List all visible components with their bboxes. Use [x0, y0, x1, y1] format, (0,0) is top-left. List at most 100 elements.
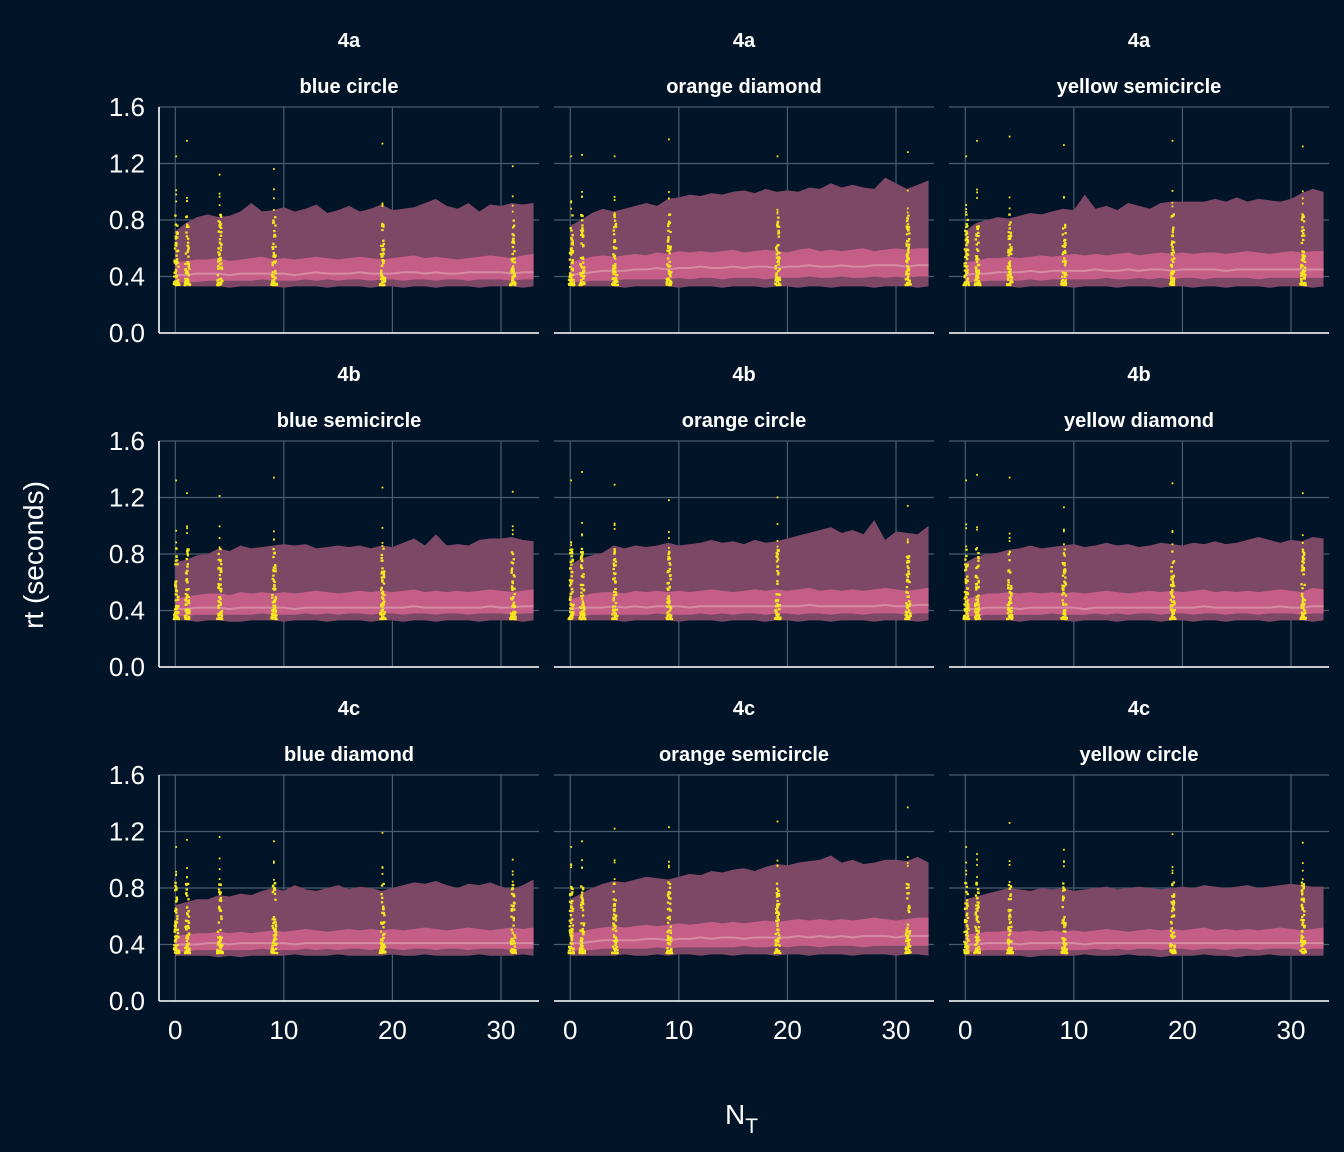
- observation-point: [1303, 599, 1307, 602]
- observation-point: [175, 258, 179, 261]
- observation-point: [975, 257, 978, 261]
- observation-point: [570, 550, 574, 554]
- observation-point: [186, 272, 190, 275]
- observation-point: [185, 579, 189, 582]
- observation-point: [975, 248, 979, 251]
- observation-point: [220, 587, 223, 591]
- observation-point: [668, 915, 671, 918]
- observation-point: [907, 214, 910, 217]
- observation-point: [1007, 254, 1010, 257]
- y-tick-label: 0.8: [109, 205, 145, 235]
- observation-point: [1006, 267, 1010, 270]
- observation-point: [380, 553, 384, 557]
- observation-point: [1169, 282, 1173, 285]
- observation-point: [217, 567, 220, 570]
- observation-point: [569, 592, 573, 595]
- observation-point: [217, 258, 220, 261]
- observation-point: [174, 237, 178, 240]
- observation-point: [271, 264, 274, 267]
- observation-point: [186, 563, 190, 566]
- observation-point: [382, 905, 385, 908]
- observation-point: [977, 281, 981, 285]
- observation-point: [669, 247, 672, 250]
- observation-point: [905, 242, 908, 245]
- observation-point: [669, 563, 672, 566]
- observation-point: [965, 869, 968, 872]
- observation-point: [1303, 234, 1306, 237]
- observation-point: [581, 909, 585, 912]
- observation-point: [612, 562, 615, 565]
- observation-point: [1063, 196, 1065, 199]
- observation-point: [185, 610, 188, 613]
- observation-point: [1301, 557, 1305, 560]
- observation-point: [219, 578, 222, 581]
- observation-point: [579, 929, 582, 932]
- observation-point: [1011, 616, 1014, 619]
- observation-point: [1172, 603, 1175, 607]
- y-axis-title: rt (seconds): [18, 481, 49, 629]
- observation-point: [219, 569, 223, 572]
- observation-point: [510, 567, 514, 570]
- observation-point: [774, 277, 778, 280]
- observation-point: [1065, 603, 1068, 606]
- observation-point: [380, 586, 383, 589]
- outlier-point: [511, 490, 514, 493]
- observation-point: [580, 606, 583, 610]
- observation-point: [580, 894, 584, 897]
- observation-point: [670, 617, 674, 621]
- outlier-point: [1301, 492, 1304, 495]
- observation-point: [977, 271, 980, 274]
- observation-point: [271, 608, 275, 612]
- observation-point: [510, 586, 514, 590]
- observation-point: [581, 219, 584, 222]
- observation-point: [218, 220, 222, 224]
- observation-point: [615, 279, 618, 282]
- observation-point: [510, 928, 514, 931]
- observation-point: [667, 935, 670, 939]
- observation-point: [613, 909, 616, 913]
- observation-point: [777, 216, 780, 219]
- observation-point: [272, 274, 275, 277]
- observation-point: [273, 530, 275, 533]
- observation-point: [668, 557, 672, 560]
- observation-point: [175, 279, 179, 282]
- observation-point: [183, 615, 187, 619]
- observation-point: [185, 883, 188, 886]
- observation-point: [1170, 276, 1173, 279]
- observation-point: [1007, 231, 1011, 234]
- observation-point: [383, 914, 386, 917]
- observation-point: [906, 207, 909, 210]
- observation-point: [908, 602, 912, 605]
- observation-point: [612, 233, 616, 236]
- observation-point: [613, 550, 617, 553]
- observation-point: [1303, 266, 1307, 269]
- observation-point: [512, 237, 515, 240]
- observation-point: [274, 254, 277, 257]
- observation-point: [272, 884, 275, 887]
- observation-point: [381, 933, 385, 937]
- observation-point: [976, 864, 978, 866]
- observation-point: [974, 583, 978, 586]
- observation-point: [569, 278, 572, 281]
- observation-point: [569, 935, 573, 938]
- observation-point: [1172, 901, 1176, 904]
- observation-point: [380, 556, 383, 560]
- inner-quantile-band: [965, 927, 1324, 952]
- observation-point: [583, 274, 586, 277]
- outlier-point: [1008, 822, 1011, 824]
- observation-point: [965, 607, 968, 610]
- observation-point: [512, 219, 515, 222]
- observation-point: [904, 617, 907, 620]
- observation-point: [220, 563, 223, 566]
- observation-point: [907, 883, 910, 886]
- observation-point: [966, 241, 969, 245]
- observation-point: [775, 280, 779, 283]
- observation-point: [272, 948, 275, 951]
- observation-point: [175, 874, 178, 877]
- observation-point: [965, 527, 968, 530]
- facet-panel-title: orange diamond: [666, 76, 822, 98]
- observation-point: [1169, 949, 1172, 952]
- observation-point: [1062, 882, 1065, 885]
- median-line: [965, 268, 1324, 277]
